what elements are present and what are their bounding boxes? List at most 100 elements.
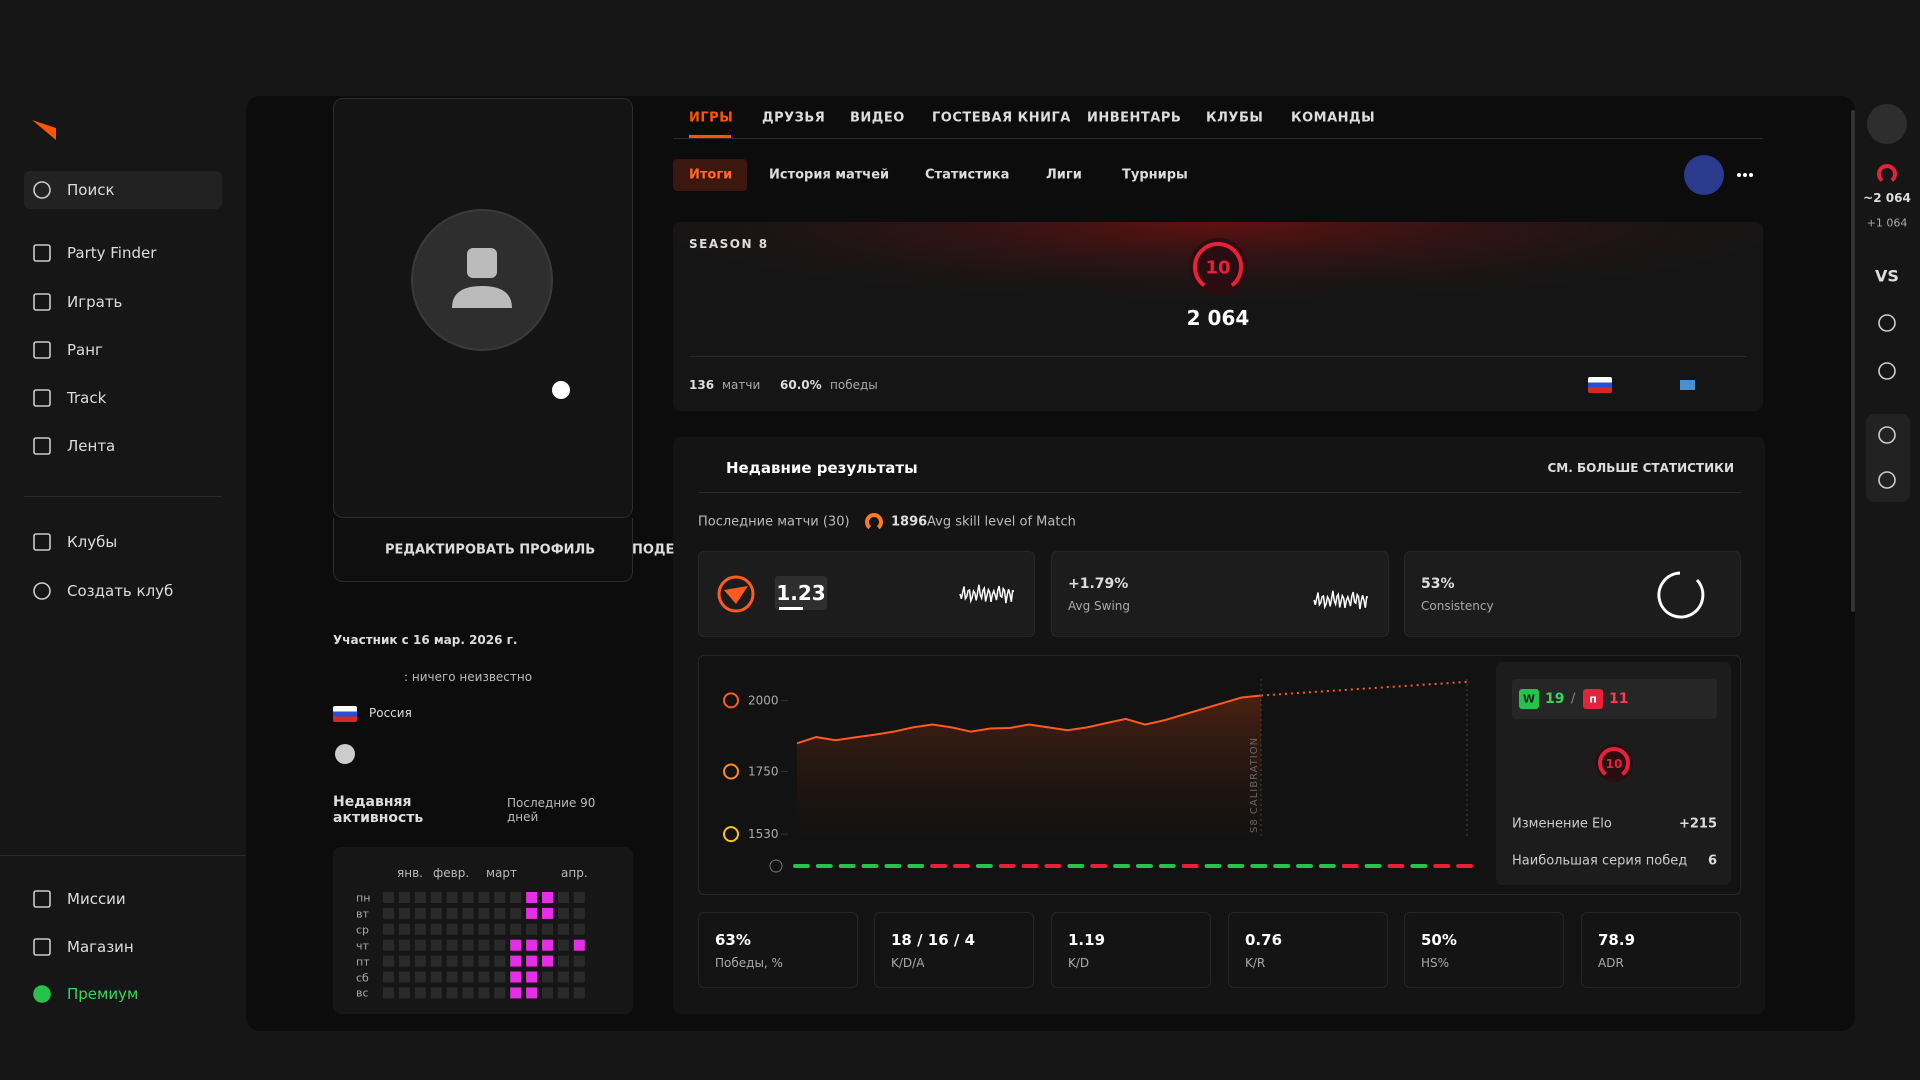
sidebar-icon xyxy=(33,181,51,199)
activity-cell xyxy=(398,892,410,903)
calibration-label: S8 CALIBRATION xyxy=(1249,737,1260,833)
activity-cell xyxy=(462,892,474,903)
activity-cell xyxy=(398,955,410,967)
subtab[interactable]: Статистика xyxy=(925,167,1010,183)
activity-cell xyxy=(446,955,458,967)
activity-cell xyxy=(557,987,569,999)
sparkline xyxy=(1313,590,1369,610)
sidebar-item[interactable]: Миссии xyxy=(67,890,126,908)
flag-small xyxy=(1680,380,1695,390)
tab[interactable]: ИГРЫ xyxy=(689,110,734,126)
activity-cell xyxy=(398,987,410,999)
month-label: апр. xyxy=(561,866,588,880)
activity-cell xyxy=(398,939,410,951)
month-label: февр. xyxy=(433,866,470,880)
stat-label: K/D xyxy=(1068,956,1090,970)
activity-cell xyxy=(462,939,474,951)
activity-cell xyxy=(573,939,585,951)
sidebar-item[interactable]: Party Finder xyxy=(67,244,157,262)
sidebar-item[interactable]: Ранг xyxy=(67,341,103,359)
stat-card xyxy=(1404,551,1741,637)
sidebar-item[interactable]: Магазин xyxy=(67,938,134,956)
win-badge-label: W xyxy=(1522,692,1536,706)
rail-vs[interactable]: VS xyxy=(1875,266,1899,286)
share[interactable]: ПОДЕ xyxy=(632,542,675,558)
activity-cell xyxy=(398,923,410,935)
activity-cell xyxy=(462,907,474,919)
activity-cell xyxy=(478,939,490,951)
stat-box xyxy=(874,912,1034,988)
result-dash xyxy=(1044,864,1062,868)
result-dash xyxy=(1273,864,1291,868)
result-dash xyxy=(1456,864,1473,868)
subtab[interactable]: Итоги xyxy=(689,167,733,183)
activity-cell xyxy=(526,971,538,983)
result-dash xyxy=(1341,864,1359,868)
activity-cell xyxy=(446,923,458,935)
sidebar-icon xyxy=(33,341,51,359)
sidebar-item[interactable]: Track xyxy=(67,389,107,407)
activity-cell xyxy=(383,892,394,903)
scrollbar xyxy=(1851,110,1855,612)
more-stats[interactable]: СМ. БОЛЬШЕ СТАТИСТИКИ xyxy=(1547,461,1734,475)
rail-elo: ~2 064 xyxy=(1863,191,1911,205)
sidebar-item[interactable]: Лента xyxy=(67,437,116,455)
consistency-label: Consistency xyxy=(1421,599,1494,613)
tab[interactable]: ИНВЕНТАРЬ xyxy=(1087,110,1182,126)
matches: 136 xyxy=(689,378,715,392)
activity-cell xyxy=(494,971,506,983)
activity-cell xyxy=(573,955,585,967)
day-label: вт xyxy=(356,907,369,921)
sidebar-item[interactable]: Премиум xyxy=(67,985,139,1003)
rail-icon xyxy=(1878,471,1896,489)
tab[interactable]: ГОСТЕВАЯ КНИГА xyxy=(932,110,1071,126)
separator: / xyxy=(1571,691,1576,707)
tab[interactable]: КОМАНДЫ xyxy=(1291,110,1376,126)
activity-cell xyxy=(398,971,410,983)
wins: 19 xyxy=(1545,691,1565,707)
flag-ru xyxy=(1588,377,1612,393)
sidebar-item[interactable]: Играть xyxy=(67,293,123,311)
activity-cell xyxy=(542,971,553,983)
result-dash xyxy=(907,864,925,868)
result-dash xyxy=(1318,864,1336,868)
sidebar-item[interactable]: Клубы xyxy=(67,533,118,551)
stat-label: Победы, % xyxy=(715,956,783,970)
elo-change-label: Изменение Elo xyxy=(1512,816,1612,832)
stat-label: K/D/A xyxy=(891,956,925,970)
activity-title: Недавняя активность xyxy=(333,794,424,826)
elo: 2 064 xyxy=(1186,306,1250,330)
tab[interactable]: ВИДЕО xyxy=(850,110,905,126)
tab[interactable]: КЛУБЫ xyxy=(1206,110,1264,126)
sidebar-icon xyxy=(33,890,51,908)
sidebar-item[interactable]: Создать клуб xyxy=(67,582,174,600)
result-dash xyxy=(1090,864,1108,868)
level-ring xyxy=(1877,164,1897,182)
season-label: SEASON 8 xyxy=(689,237,769,251)
activity-cell xyxy=(542,955,553,967)
subtab[interactable]: Лиги xyxy=(1046,167,1082,183)
activity-cell xyxy=(557,923,569,935)
subtab[interactable]: История матчей xyxy=(769,167,890,183)
edit-profile[interactable]: РЕДАКТИРОВАТЬ ПРОФИЛЬ xyxy=(385,542,596,558)
activity-cell xyxy=(446,892,458,903)
subtab-active xyxy=(673,159,747,191)
rail-diff: +1 064 xyxy=(1866,216,1908,230)
y-tick-label: 1750 xyxy=(748,765,779,779)
elo-line xyxy=(796,694,1262,745)
skill-icon xyxy=(865,513,883,530)
logo xyxy=(32,120,56,140)
activity-cell xyxy=(573,987,585,999)
result-dash xyxy=(975,864,993,868)
month-label: март xyxy=(486,866,518,880)
activity-cell xyxy=(510,907,522,919)
activity-cell xyxy=(398,907,410,919)
sidebar-item[interactable]: Поиск xyxy=(67,181,115,199)
activity-cell xyxy=(462,971,474,983)
activity-cell xyxy=(573,892,585,903)
subtab[interactable]: Турниры xyxy=(1122,167,1188,183)
tab[interactable]: ДРУЗЬЯ xyxy=(762,110,826,126)
activity-cell xyxy=(526,955,538,967)
stat-value: 18 / 16 / 4 xyxy=(891,931,976,949)
